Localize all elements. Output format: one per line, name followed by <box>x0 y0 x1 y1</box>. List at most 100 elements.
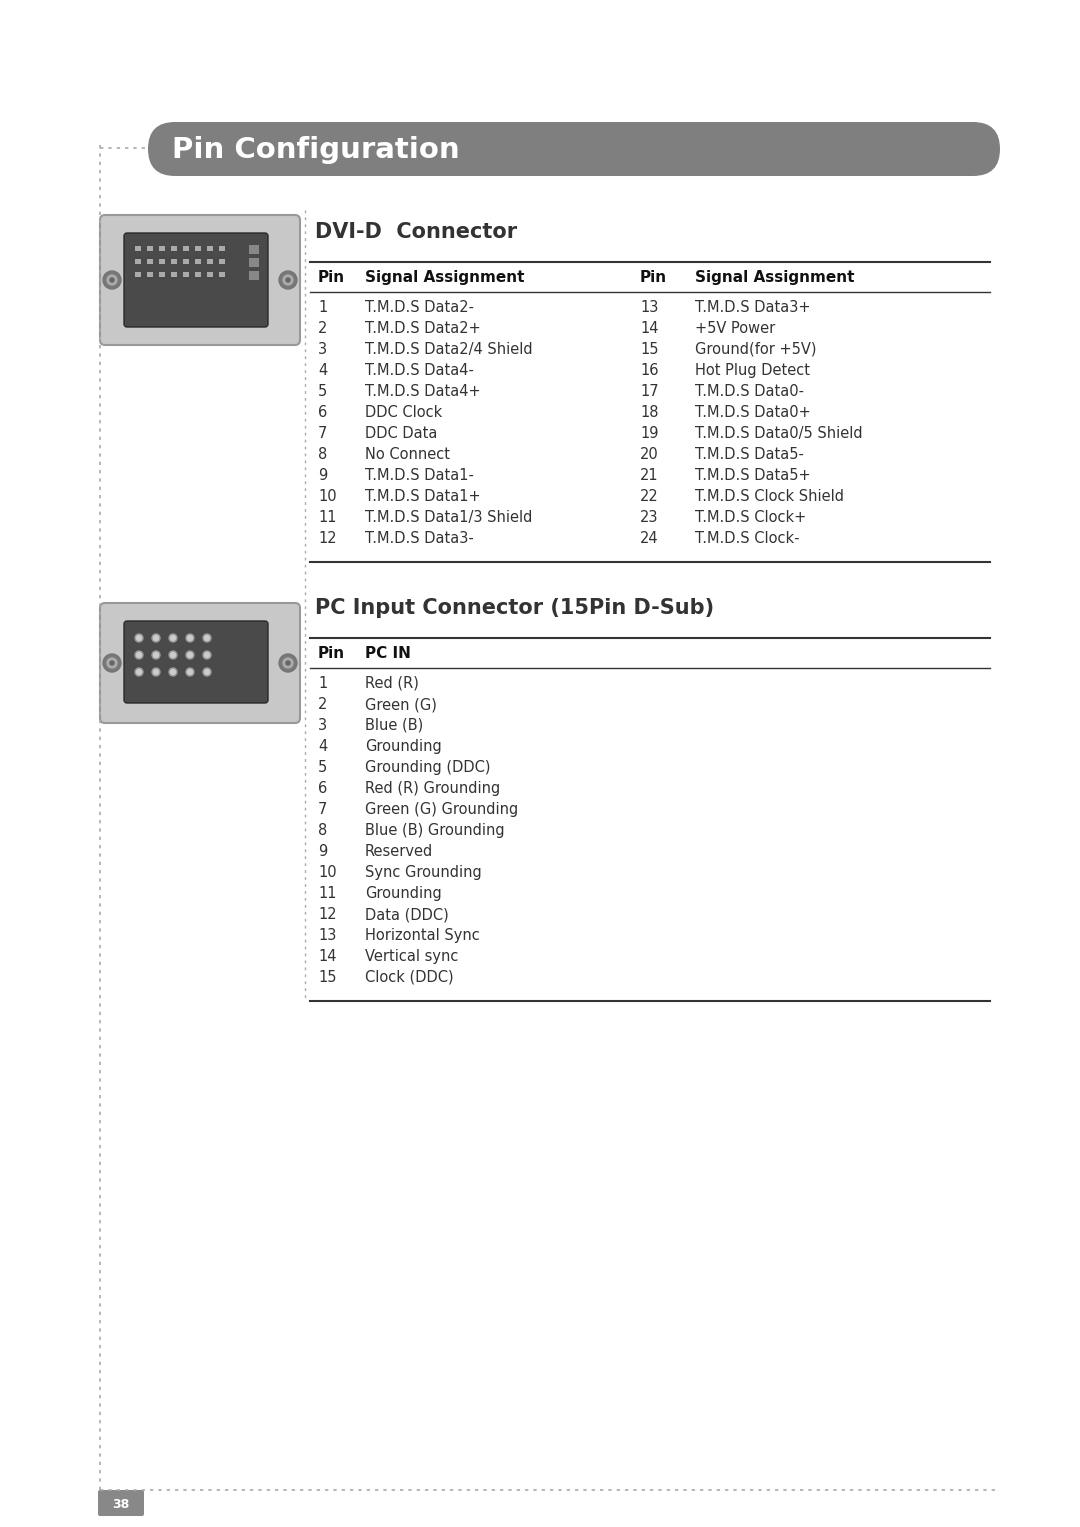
Text: Pin: Pin <box>318 270 346 286</box>
Text: 2: 2 <box>318 321 327 336</box>
Text: 12: 12 <box>318 907 337 922</box>
Text: 15: 15 <box>318 970 337 985</box>
FancyBboxPatch shape <box>124 621 268 702</box>
Text: 1: 1 <box>318 676 327 692</box>
FancyBboxPatch shape <box>147 260 153 264</box>
Circle shape <box>110 661 114 664</box>
Text: T.M.D.S Data1/3 Shield: T.M.D.S Data1/3 Shield <box>365 510 532 525</box>
FancyBboxPatch shape <box>207 272 213 276</box>
Circle shape <box>171 669 175 675</box>
Circle shape <box>135 651 143 660</box>
Text: T.M.D.S Data0+: T.M.D.S Data0+ <box>696 405 811 420</box>
Text: 38: 38 <box>112 1498 130 1510</box>
FancyBboxPatch shape <box>171 246 177 250</box>
FancyBboxPatch shape <box>100 215 300 345</box>
Text: 24: 24 <box>640 531 659 547</box>
Text: Pin: Pin <box>640 270 667 286</box>
Text: Horizontal Sync: Horizontal Sync <box>365 928 480 944</box>
FancyBboxPatch shape <box>219 260 225 264</box>
Circle shape <box>110 278 114 282</box>
Circle shape <box>204 652 210 658</box>
Text: 6: 6 <box>318 780 327 796</box>
Text: PC IN: PC IN <box>365 646 410 661</box>
FancyBboxPatch shape <box>148 122 1000 176</box>
FancyBboxPatch shape <box>195 272 201 276</box>
Text: T.M.D.S Data0/5 Shield: T.M.D.S Data0/5 Shield <box>696 426 863 441</box>
FancyBboxPatch shape <box>159 260 165 264</box>
FancyBboxPatch shape <box>249 258 259 267</box>
Circle shape <box>279 654 297 672</box>
Text: T.M.D.S Data1-: T.M.D.S Data1- <box>365 467 474 483</box>
Circle shape <box>188 635 192 640</box>
Circle shape <box>186 634 194 641</box>
Text: Clock (DDC): Clock (DDC) <box>365 970 454 985</box>
Text: Data (DDC): Data (DDC) <box>365 907 449 922</box>
Text: 2: 2 <box>318 696 327 712</box>
FancyBboxPatch shape <box>219 272 225 276</box>
Circle shape <box>203 634 211 641</box>
Text: Pin: Pin <box>318 646 346 661</box>
Circle shape <box>188 652 192 658</box>
FancyBboxPatch shape <box>249 244 259 253</box>
Text: 5: 5 <box>318 383 327 399</box>
Circle shape <box>168 651 177 660</box>
Text: 15: 15 <box>640 342 659 357</box>
FancyBboxPatch shape <box>219 246 225 250</box>
Circle shape <box>135 634 143 641</box>
Text: 11: 11 <box>318 886 337 901</box>
Text: T.M.D.S Data4+: T.M.D.S Data4+ <box>365 383 481 399</box>
Text: Red (R): Red (R) <box>365 676 419 692</box>
Text: T.M.D.S Data5-: T.M.D.S Data5- <box>696 447 804 463</box>
Circle shape <box>171 652 175 658</box>
Circle shape <box>168 634 177 641</box>
Circle shape <box>286 661 291 664</box>
Circle shape <box>152 634 160 641</box>
Circle shape <box>153 669 159 675</box>
Text: Vertical sync: Vertical sync <box>365 948 458 964</box>
Circle shape <box>152 667 160 676</box>
Text: 6: 6 <box>318 405 327 420</box>
Text: 14: 14 <box>318 948 337 964</box>
Circle shape <box>286 278 291 282</box>
FancyBboxPatch shape <box>147 272 153 276</box>
Text: Sync Grounding: Sync Grounding <box>365 864 482 880</box>
Text: 3: 3 <box>318 342 327 357</box>
Text: Blue (B): Blue (B) <box>365 718 423 733</box>
Circle shape <box>153 652 159 658</box>
Text: PC Input Connector (15Pin D-Sub): PC Input Connector (15Pin D-Sub) <box>315 599 714 618</box>
Text: 7: 7 <box>318 426 327 441</box>
Circle shape <box>283 658 293 667</box>
Text: T.M.D.S Clock-: T.M.D.S Clock- <box>696 531 799 547</box>
Text: 8: 8 <box>318 823 327 838</box>
Text: Reserved: Reserved <box>365 844 433 860</box>
Text: Signal Assignment: Signal Assignment <box>696 270 854 286</box>
FancyBboxPatch shape <box>135 260 141 264</box>
Circle shape <box>107 275 117 286</box>
Circle shape <box>168 667 177 676</box>
FancyBboxPatch shape <box>124 234 268 327</box>
Text: T.M.D.S Data4-: T.M.D.S Data4- <box>365 363 474 379</box>
Text: Signal Assignment: Signal Assignment <box>365 270 525 286</box>
Text: 9: 9 <box>318 844 327 860</box>
FancyBboxPatch shape <box>171 272 177 276</box>
Text: T.M.D.S Clock Shield: T.M.D.S Clock Shield <box>696 489 843 504</box>
Text: T.M.D.S Data0-: T.M.D.S Data0- <box>696 383 804 399</box>
Text: 16: 16 <box>640 363 659 379</box>
Text: 19: 19 <box>640 426 659 441</box>
FancyBboxPatch shape <box>159 246 165 250</box>
FancyBboxPatch shape <box>207 260 213 264</box>
Text: 11: 11 <box>318 510 337 525</box>
Circle shape <box>136 669 141 675</box>
FancyBboxPatch shape <box>135 272 141 276</box>
FancyBboxPatch shape <box>171 260 177 264</box>
Text: T.M.D.S Data2+: T.M.D.S Data2+ <box>365 321 481 336</box>
Circle shape <box>103 270 121 289</box>
Circle shape <box>103 654 121 672</box>
Text: No Connect: No Connect <box>365 447 450 463</box>
FancyBboxPatch shape <box>159 272 165 276</box>
Text: 7: 7 <box>318 802 327 817</box>
FancyBboxPatch shape <box>100 603 300 722</box>
Text: Blue (B) Grounding: Blue (B) Grounding <box>365 823 504 838</box>
FancyBboxPatch shape <box>195 246 201 250</box>
Text: Red (R) Grounding: Red (R) Grounding <box>365 780 500 796</box>
